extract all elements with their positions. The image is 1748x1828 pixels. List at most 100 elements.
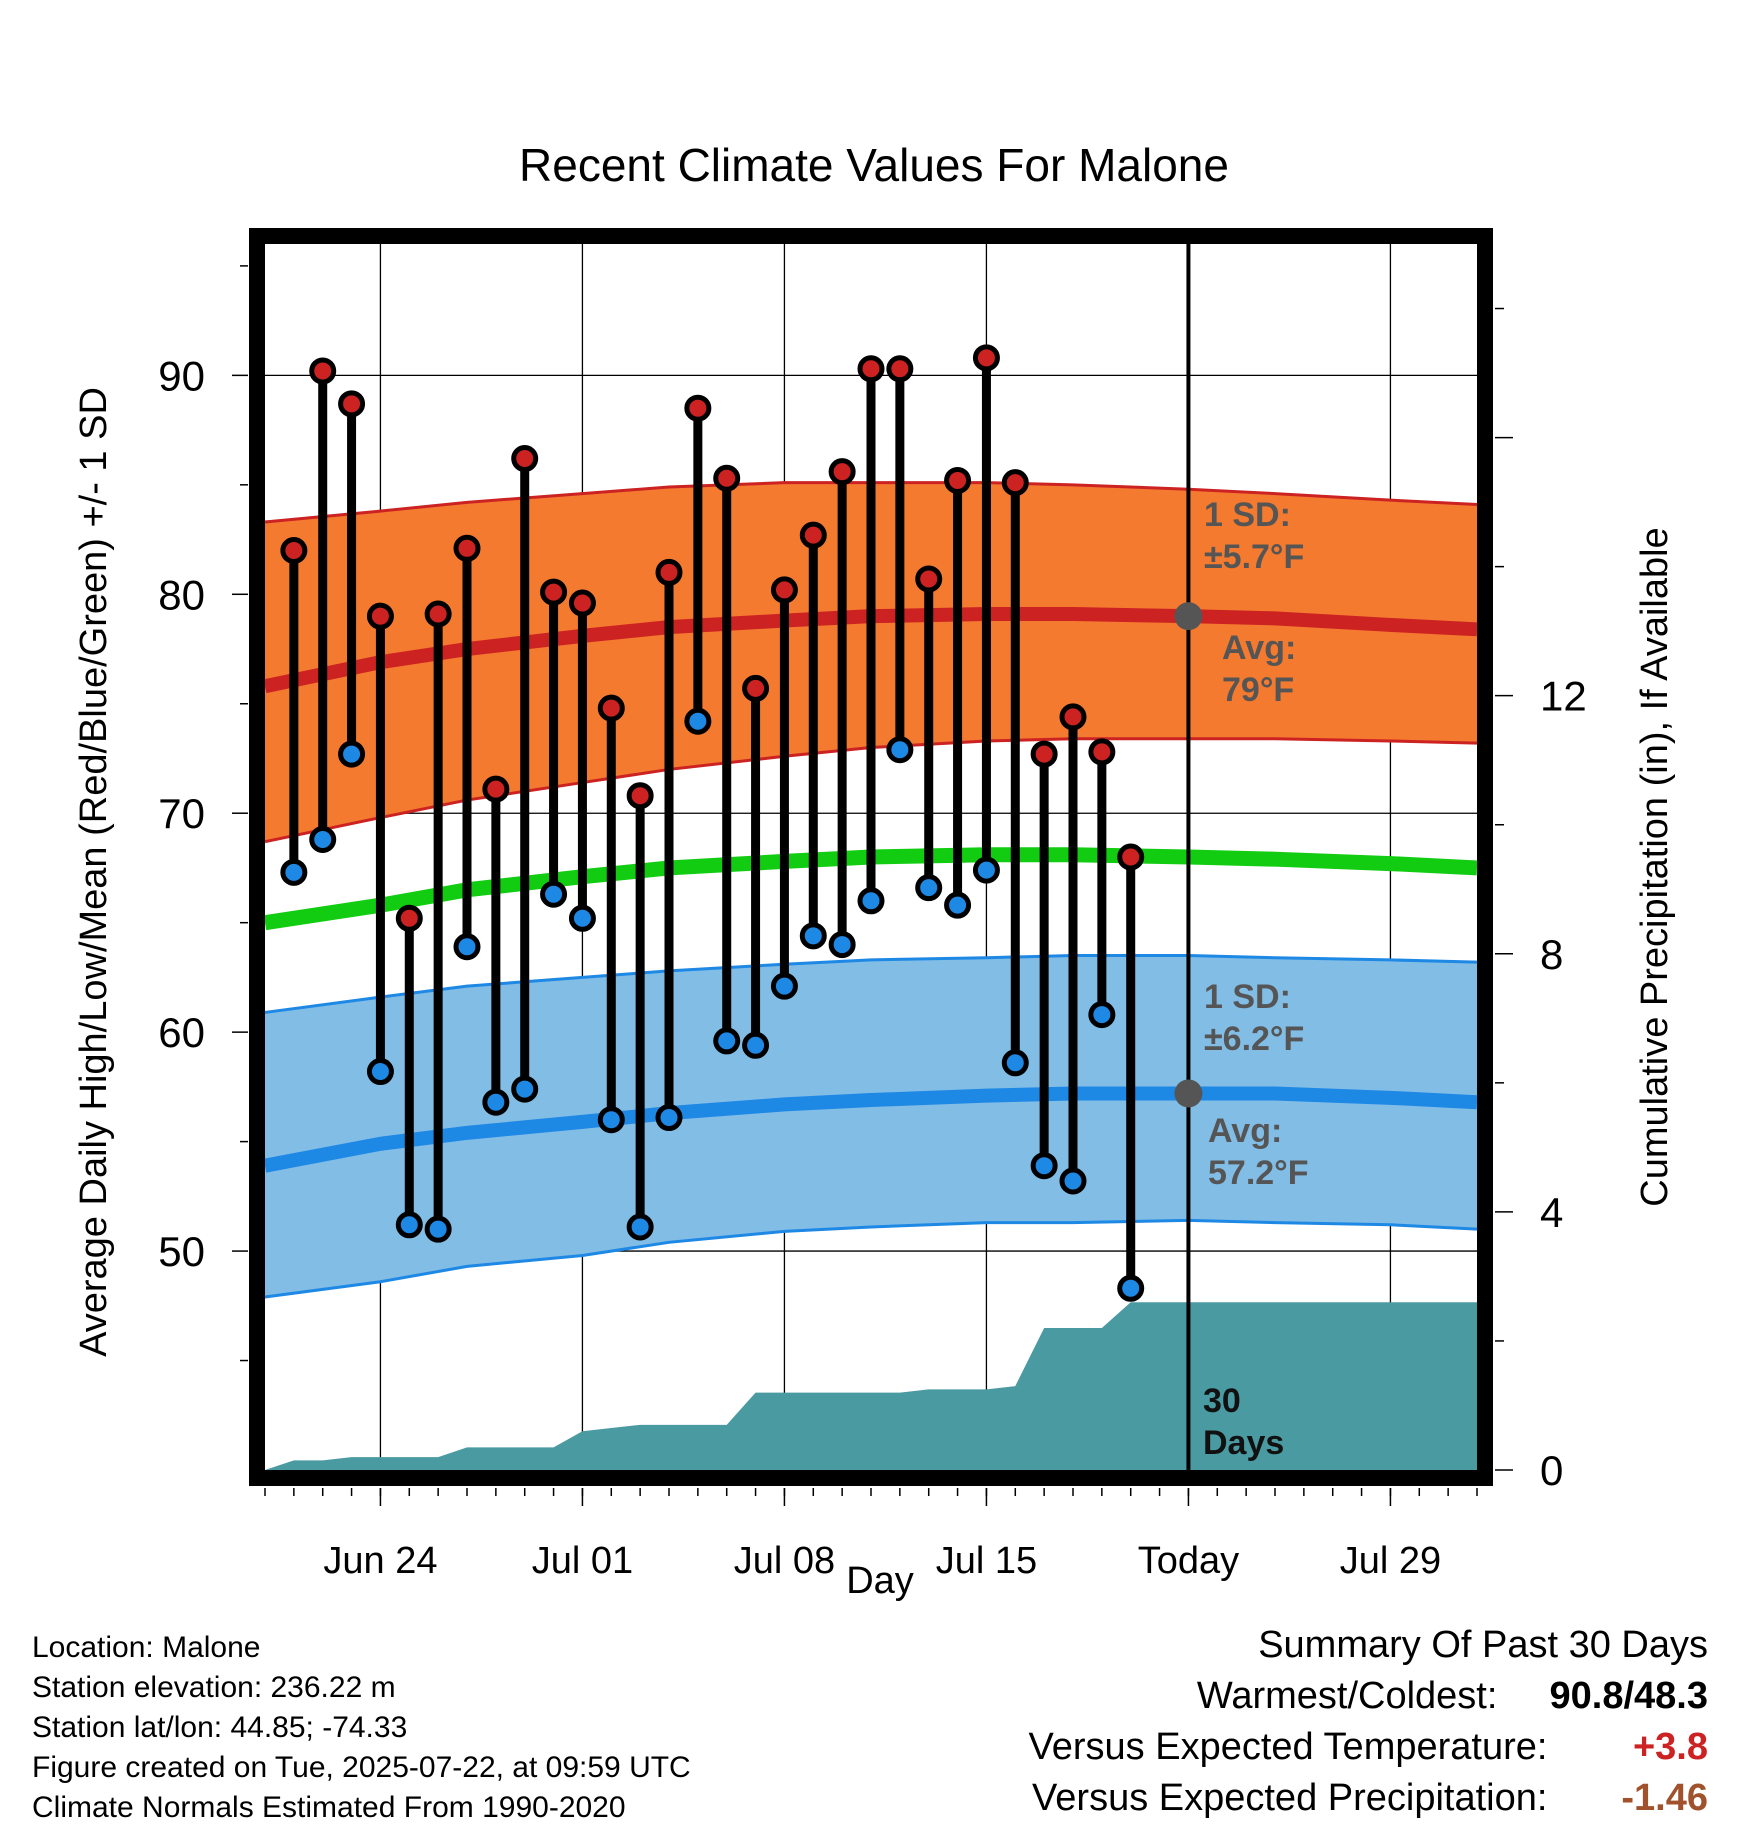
daily-low-point	[742, 1031, 770, 1059]
daily-low-point	[1030, 1152, 1058, 1180]
daily-low-point	[972, 856, 1000, 884]
daily-high-point	[280, 537, 308, 564]
daily-high-point	[568, 589, 596, 617]
x-axis-label: Day	[846, 1560, 914, 1602]
daily-low-point	[366, 1058, 394, 1086]
daily-low-point	[511, 1075, 539, 1103]
daily-low-point	[886, 736, 914, 764]
daily-low-point	[857, 887, 885, 915]
high-avg-value: 79°F	[1222, 671, 1294, 709]
daily-low-point	[1117, 1274, 1145, 1302]
daily-low-point	[338, 740, 366, 768]
daily-high-point	[338, 390, 366, 418]
high-sd-value: ±5.7°F	[1204, 538, 1304, 576]
daily-low-point	[1088, 1001, 1116, 1029]
daily-high-point	[742, 674, 770, 702]
daily-low-point	[1059, 1167, 1087, 1195]
daily-high-point	[540, 578, 568, 606]
daily-high-point	[1030, 740, 1058, 768]
daily-low-point	[568, 904, 596, 932]
normals-text: Climate Normals Estimated From 1990-2020	[32, 1791, 626, 1824]
low-avg-label: Avg:	[1208, 1112, 1282, 1150]
daily-high-point	[626, 782, 654, 810]
daily-high-point	[1001, 469, 1029, 497]
precip-period-num: 30	[1203, 1382, 1241, 1420]
high-avg-label: Avg:	[1222, 629, 1296, 667]
daily-high-point	[828, 458, 856, 486]
x-tick-label: Jun 24	[323, 1540, 437, 1582]
daily-low-point	[713, 1027, 741, 1055]
today-low-avg-point	[1174, 1079, 1203, 1108]
low-avg-value: 57.2°F	[1208, 1154, 1309, 1192]
warmest-coldest-separator: /	[1623, 1675, 1635, 1717]
summary-temperature: Versus Expected Temperature: +3.8	[1029, 1722, 1708, 1773]
daily-low-point	[482, 1088, 510, 1116]
y-axis-label: Average Daily High/Low/Mean (Red/Blue/Gr…	[73, 387, 115, 1357]
daily-low-point	[770, 972, 798, 1000]
daily-low-point	[424, 1215, 452, 1243]
daily-observations	[280, 344, 1145, 1302]
low-upper-line	[264, 954, 1478, 1014]
daily-high-point	[309, 357, 337, 385]
low-sd-band	[265, 955, 1477, 1298]
daily-high-point	[511, 445, 539, 473]
plot-border	[249, 228, 1493, 1486]
summary-warmest-coldest: Warmest/Coldest: 90.8/48.3	[1029, 1671, 1708, 1722]
annotations: 1 SD: ±5.7°F Avg: 79°F 1 SD: ±6.2°F Avg:…	[73, 387, 1676, 1462]
x-tick-label: Jul 01	[532, 1540, 633, 1582]
y-tick-label: 50	[158, 1228, 205, 1275]
y-tick-label: 60	[158, 1009, 205, 1056]
daily-low-point	[395, 1211, 423, 1239]
daily-high-point	[424, 600, 452, 628]
daily-low-point	[915, 874, 943, 902]
y-tick-label: 70	[158, 790, 205, 837]
daily-high-point	[482, 775, 510, 803]
daily-low-point	[280, 858, 308, 886]
chart-title: Recent Climate Values For Malone	[519, 139, 1229, 191]
today-marker	[1174, 244, 1203, 1470]
daily-low-point	[799, 922, 827, 950]
daily-high-point	[944, 466, 972, 494]
low-avg-line	[263, 1086, 1478, 1173]
daily-low-point	[309, 825, 337, 853]
daily-high-point	[597, 694, 625, 722]
daily-low-point	[828, 931, 856, 959]
daily-high-point	[453, 534, 481, 562]
summary-heading: Summary Of Past 30 Days	[1258, 1624, 1708, 1666]
temp-versus-value: +3.8	[1632, 1726, 1708, 1768]
axes: 50 60 70 80 90 0 4 8 12 Jun 24 Jul 01 Jul 08 Jul 15 T…	[158, 265, 1587, 1582]
daily-high-point	[713, 464, 741, 492]
x-tick-label: Jul 29	[1340, 1540, 1441, 1582]
plot-frame	[249, 228, 1493, 1486]
coldest-value: 48.3	[1634, 1675, 1708, 1717]
low-lower-line	[264, 1218, 1478, 1299]
precip-period-unit: Days	[1203, 1424, 1284, 1462]
precip-versus-label: Versus Expected Precipitation:	[1032, 1777, 1548, 1819]
temp-versus-label: Versus Expected Temperature:	[1028, 1726, 1548, 1768]
y-tick-label: 80	[158, 571, 205, 618]
daily-high-point	[395, 904, 423, 932]
daily-high-point	[799, 521, 827, 549]
summary-precipitation: Versus Expected Precipitation: -1.46	[1029, 1773, 1708, 1824]
high-sd-label: 1 SD:	[1204, 496, 1291, 534]
daily-low-point	[1001, 1049, 1029, 1077]
y2-tick-label: 8	[1540, 931, 1563, 978]
daily-low-point	[597, 1106, 625, 1134]
x-tick-label: Jul 08	[734, 1540, 835, 1582]
daily-high-point	[972, 344, 1000, 372]
daily-low-point	[540, 880, 568, 908]
location-text: Location: Malone	[32, 1631, 261, 1664]
low-sd-label: 1 SD:	[1204, 978, 1291, 1016]
warmest-value: 90.8	[1549, 1675, 1624, 1717]
daily-low-point	[655, 1104, 683, 1132]
daily-high-point	[366, 602, 394, 630]
elevation-text: Station elevation: 236.22 m	[32, 1671, 396, 1704]
daily-low-point	[684, 707, 712, 735]
warmest-coldest-label: Warmest/Coldest:	[1196, 1675, 1498, 1717]
y2-tick-label: 4	[1540, 1189, 1563, 1236]
daily-low-point	[626, 1213, 654, 1241]
daily-high-point	[1088, 738, 1116, 766]
daily-low-point	[453, 933, 481, 961]
summary-panel: Summary Of Past 30 Days Warmest/Coldest:…	[1029, 1620, 1708, 1824]
